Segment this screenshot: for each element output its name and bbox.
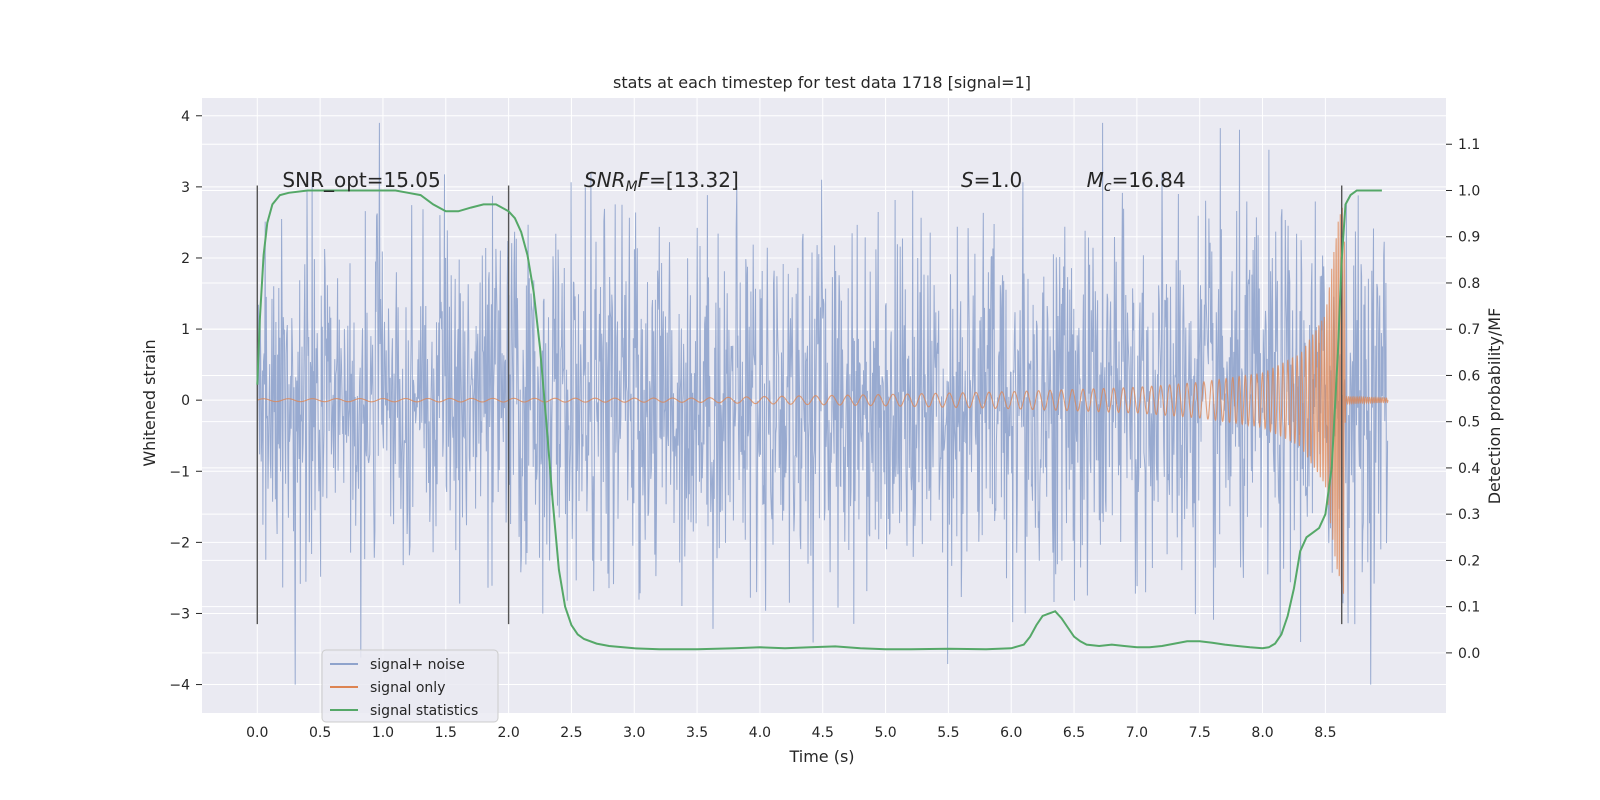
x-tick-label: 3.0 — [623, 725, 645, 741]
x-tick-label: 4.5 — [812, 725, 834, 741]
y2-tick-label: 0.0 — [1458, 646, 1480, 662]
x-tick-label: 6.0 — [1000, 725, 1022, 741]
annotation-part: =1.0 — [974, 168, 1023, 192]
signal-trace — [257, 207, 1389, 594]
y2-tick-label: 0.1 — [1458, 600, 1480, 616]
y-tick-label: 3 — [181, 180, 190, 196]
x-tick-label: 4.0 — [749, 725, 771, 741]
annotation: Mc=16.84 — [1087, 168, 1186, 195]
x-axis: 0.0 0.5 1.0 1.5 2.0 2.5 3.0 3.5 4.0 4.5 5.0 5.5 6.0 6… — [246, 725, 1336, 741]
y2-tick-label: 0.6 — [1458, 368, 1480, 384]
stats-line — [256, 189, 1382, 651]
x-axis-label: Time (s) — [788, 747, 854, 766]
x-tick-label: 8.5 — [1314, 725, 1336, 741]
annotation-part: SNR — [584, 168, 626, 192]
y-axis-left: 4 3 2 1 0 −1 −2 −3 −4 — [169, 109, 202, 694]
series-signal-statistics — [256, 189, 1382, 651]
y-axis-label: Whitened strain — [140, 339, 159, 466]
noise-trace — [256, 122, 1389, 685]
y-tick-label: 4 — [181, 109, 190, 125]
y-tick-label: −4 — [169, 678, 190, 694]
y-tick-label: 2 — [181, 251, 190, 267]
annotations: SNR_opt=15.05 SNRMF=[13.32] S=1.0 Mc=16.84 — [282, 168, 1185, 195]
y2-tick-label: 0.4 — [1458, 461, 1480, 477]
series-signal-only — [257, 207, 1389, 594]
y-tick-label: 1 — [181, 322, 190, 338]
x-tick-label: 3.5 — [686, 725, 708, 741]
legend-label: signal statistics — [370, 703, 478, 719]
y2-tick-label: 0.7 — [1458, 322, 1480, 338]
annotation-part: SNR_opt=15.05 — [282, 168, 440, 192]
y2-tick-label: 0.8 — [1458, 276, 1480, 292]
x-tick-label: 7.5 — [1189, 725, 1211, 741]
y2-tick-label: 0.3 — [1458, 507, 1480, 523]
annotation: SNRMF=[13.32] — [584, 168, 739, 195]
series-signal-noise — [256, 122, 1389, 685]
x-tick-label: 0.0 — [246, 725, 268, 741]
annotation-part: c — [1104, 179, 1112, 195]
legend-label: signal+ noise — [370, 657, 465, 673]
x-tick-label: 6.5 — [1063, 725, 1085, 741]
y-tick-label: 0 — [181, 393, 190, 409]
legend: signal+ noise signal only signal statistic… — [321, 649, 499, 723]
y-tick-label: −2 — [169, 535, 190, 551]
annotation-part: M — [1087, 168, 1104, 192]
y-tick-label: −3 — [169, 606, 190, 622]
y2-tick-label: 0.9 — [1458, 230, 1480, 246]
annotation-part: =[13.32] — [649, 168, 739, 192]
legend-label: signal only — [370, 680, 445, 696]
x-tick-label: 5.0 — [874, 725, 896, 741]
x-tick-label: 1.0 — [372, 725, 394, 741]
chart-title: stats at each timestep for test data 171… — [613, 73, 1031, 92]
annotation-part: M — [626, 179, 638, 195]
x-tick-label: 1.5 — [435, 725, 457, 741]
y2-tick-label: 0.5 — [1458, 415, 1480, 431]
y-tick-label: −1 — [169, 464, 190, 480]
y2-tick-label: 1.1 — [1458, 137, 1480, 153]
y2-axis-label: Detection probability/MF — [1485, 308, 1504, 505]
legend-box — [321, 649, 499, 723]
x-tick-label: 7.0 — [1126, 725, 1148, 741]
annotation-part: S — [961, 168, 974, 192]
x-tick-label: 2.0 — [497, 725, 519, 741]
y2-tick-label: 1.0 — [1458, 183, 1480, 199]
y2-tick-label: 0.2 — [1458, 553, 1480, 569]
x-tick-label: 0.5 — [309, 725, 331, 741]
x-tick-label: 5.5 — [937, 725, 959, 741]
annotation-part: =16.84 — [1112, 168, 1186, 192]
annotation: SNR_opt=15.05 — [282, 168, 440, 192]
annotation-part: F — [638, 168, 650, 192]
annotation: S=1.0 — [961, 168, 1022, 192]
x-tick-label: 8.0 — [1251, 725, 1273, 741]
x-tick-label: 2.5 — [560, 725, 582, 741]
y-axis-right: 0.0 0.1 0.2 0.3 0.4 0.5 0.6 0.7 0.8 0.9 1.0 1.1 — [1446, 137, 1480, 662]
